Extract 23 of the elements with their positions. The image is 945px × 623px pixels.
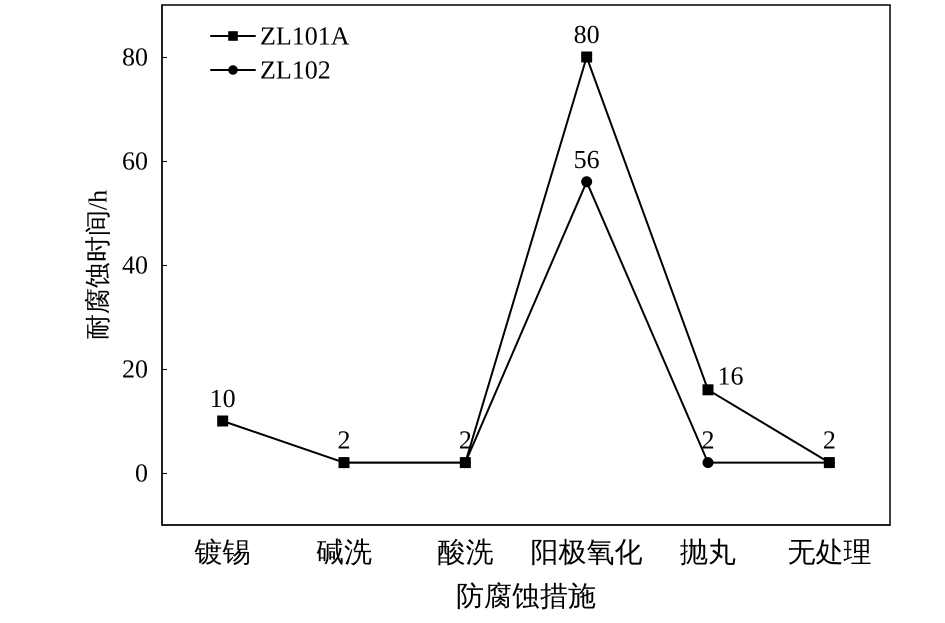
y-tick-label: 60 [122,146,148,176]
x-tick-label: 酸洗 [437,538,494,568]
x-tick-label: 碱洗 [316,538,372,568]
x-tick-label: 镀锡 [194,538,251,568]
data-label: 16 [718,361,744,390]
x-tick-label: 阳极氧化 [530,538,643,568]
data-label: 80 [574,20,600,49]
data-label: 2 [338,426,350,455]
x-axis-title: 防腐蚀措施 [456,582,596,612]
data-label: 2 [458,426,472,455]
x-tick-label: 抛丸 [680,538,736,568]
data-label: 2 [822,426,836,455]
x-tick-label: 无处理 [787,538,872,568]
y-tick-label: 80 [122,42,148,72]
y-axis-title: 耐腐蚀时间/h [84,190,113,340]
data-label: 56 [574,144,600,174]
y-tick-label: 40 [122,250,148,280]
legend-label: ZL101A [260,22,350,50]
data-label: 2 [702,426,714,455]
data-label: 10 [210,384,236,413]
legend-label: ZL102 [260,56,331,84]
y-tick-label: 0 [135,458,148,488]
y-tick-label: 20 [122,354,148,384]
